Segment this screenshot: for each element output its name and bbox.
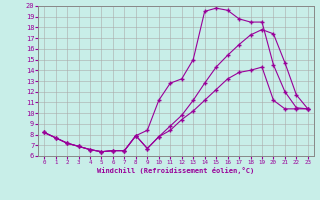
X-axis label: Windchill (Refroidissement éolien,°C): Windchill (Refroidissement éolien,°C) bbox=[97, 167, 255, 174]
